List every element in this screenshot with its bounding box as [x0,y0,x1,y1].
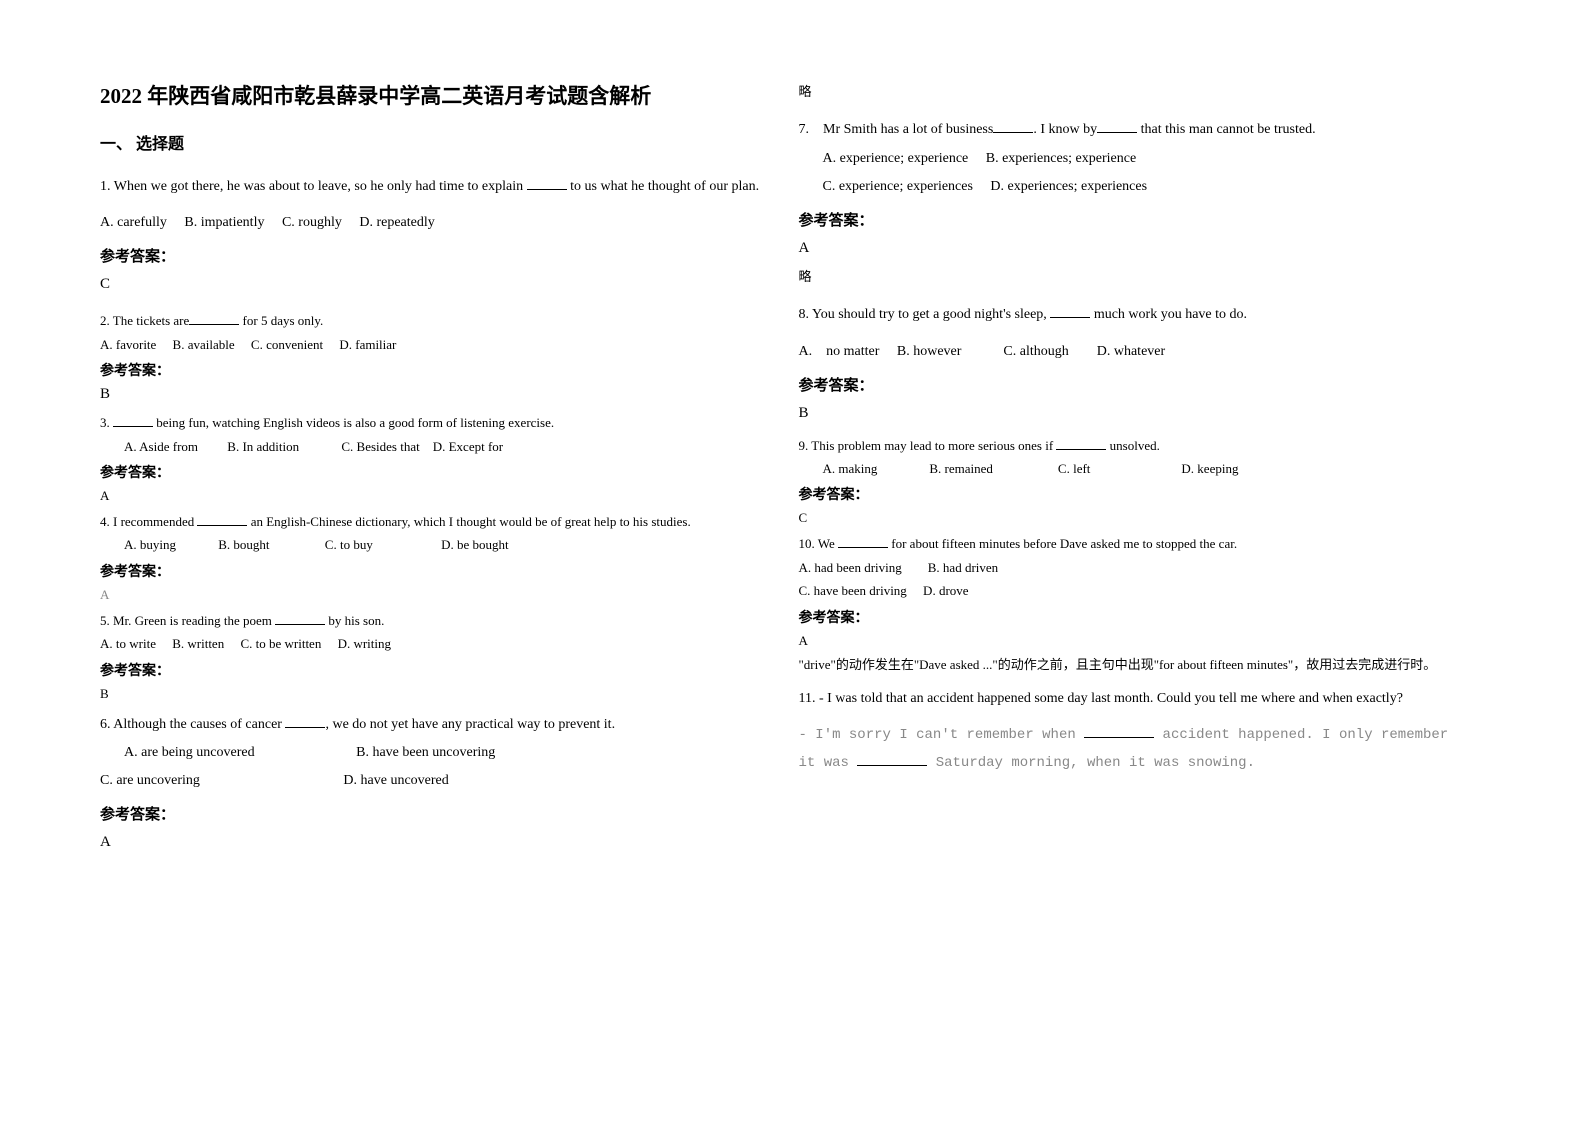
page-title: 2022 年陕西省咸阳市乾县薛录中学高二英语月考试题含解析 [100,80,769,110]
q7-b: . I know by [1033,122,1097,137]
q4-opts: A. buying B. bought C. to buy D. be boug… [100,533,769,556]
q6-text: 6. Although the causes of cancer , we do… [100,710,769,739]
q1-a: 1. When we got there, he was about to le… [100,179,527,194]
q7-text: 7. Mr Smith has a lot of business . I kno… [799,115,1468,144]
blank [197,514,247,526]
q11-b3: Saturday morning, when it was snowing. [927,755,1255,771]
q1-b: to us what he thought of our plan. [567,179,759,194]
q10-opts1: A. had been driving B. had driven [799,556,1468,579]
blank [285,716,325,728]
q7-answer: A [799,240,1468,257]
q9-opts: A. making B. remained C. left D. keeping [799,457,1468,480]
lue: 略 [799,80,1468,103]
q11-text-b: - I'm sorry I can't remember when accide… [799,721,1468,777]
q2-answer: B [100,386,769,403]
q2-opts: A. favorite B. available C. convenient D… [100,333,769,356]
answer-label: 参考答案： [100,360,769,380]
q9-text: 9. This problem may lead to more serious… [799,434,1468,457]
q10-b: for about fifteen minutes before Dave as… [888,536,1237,551]
q4-a: 4. I recommended [100,514,197,529]
answer-label: 参考答案： [799,209,1468,230]
blank [1056,438,1106,450]
answer-label: 参考答案： [100,803,769,824]
q8-text: 8. You should try to get a good night's … [799,300,1468,329]
q3-text: 3. being fun, watching English videos is… [100,411,769,434]
q10-expl: "drive"的动作发生在"Dave asked ..."的动作之前，且主句中出… [799,653,1468,676]
q8-answer: B [799,405,1468,422]
q9-a: 9. This problem may lead to more serious… [799,438,1057,453]
answer-label: 参考答案： [799,374,1468,395]
q7-opts2: C. experience; experiences D. experience… [799,173,1468,201]
q10-text: 10. We for about fifteen minutes before … [799,532,1468,555]
q6-opts2: C. are uncovering D. have uncovered [100,767,769,795]
left-column: 2022 年陕西省咸阳市乾县薛录中学高二英语月考试题含解析 一、 选择题 1. … [100,80,799,1082]
q4-text: 4. I recommended an English-Chinese dict… [100,510,769,533]
q5-opts: A. to write B. written C. to be written … [100,632,769,655]
blank [1050,306,1090,318]
section-header: 一、 选择题 [100,130,769,154]
q11-b1: - I'm sorry I can't remember when [799,727,1085,743]
answer-label: 参考答案： [100,462,769,482]
q6-a: 6. Although the causes of cancer [100,717,285,732]
lue: 略 [799,265,1468,288]
q2-b: for 5 days only. [239,313,323,328]
q4-b: an English-Chinese dictionary, which I t… [247,514,690,529]
q10-answer: A [799,633,1468,649]
q1-answer: C [100,276,769,293]
q2-a: 2. The tickets are [100,313,189,328]
q1-text: 1. When we got there, he was about to le… [100,172,769,201]
q10-opts2: C. have been driving D. drove [799,579,1468,602]
q5-text: 5. Mr. Green is reading the poem by his … [100,609,769,632]
q1-opts: A. carefully B. impatiently C. roughly D… [100,209,769,237]
q5-b: by his son. [325,613,384,628]
answer-label: 参考答案： [799,484,1468,504]
q8-opts: A. no matter B. however C. although D. w… [799,338,1468,366]
right-column: 略 7. Mr Smith has a lot of business . I k… [799,80,1498,1082]
answer-label: 参考答案： [100,245,769,266]
q9-b: unsolved. [1106,438,1159,453]
q3-opts: A. Aside from B. In addition C. Besides … [100,435,769,458]
q3-a: 3. [100,415,113,430]
q6-b: , we do not yet have any practical way t… [325,717,615,732]
q7-c: that this man cannot be trusted. [1137,122,1315,137]
q8-a: 8. You should try to get a good night's … [799,307,1051,322]
q7-opts1: A. experience; experience B. experiences… [799,145,1468,173]
q9-answer: C [799,510,1468,526]
q5-a: 5. Mr. Green is reading the poem [100,613,275,628]
q8-b: much work you have to do. [1090,307,1247,322]
blank [993,121,1033,133]
blank [1084,726,1154,738]
blank [275,613,325,625]
q3-b: being fun, watching English videos is al… [153,415,554,430]
q2-text: 2. The tickets are for 5 days only. [100,309,769,332]
q3-answer: A [100,488,769,504]
answer-label: 参考答案： [100,660,769,680]
q11-text-a: 11. - I was told that an accident happen… [799,684,1468,713]
blank [113,415,153,427]
answer-label: 参考答案： [100,561,769,581]
blank [527,178,567,190]
q6-answer: A [100,834,769,851]
q4-answer: A [100,587,769,603]
q6-opts1: A. are being uncovered B. have been unco… [100,739,769,767]
blank [1097,121,1137,133]
q7-a: 7. Mr Smith has a lot of business [799,122,994,137]
blank [189,313,239,325]
blank [857,754,927,766]
q5-answer: B [100,686,769,702]
answer-label: 参考答案： [799,607,1468,627]
q10-a: 10. We [799,536,839,551]
blank [838,536,888,548]
